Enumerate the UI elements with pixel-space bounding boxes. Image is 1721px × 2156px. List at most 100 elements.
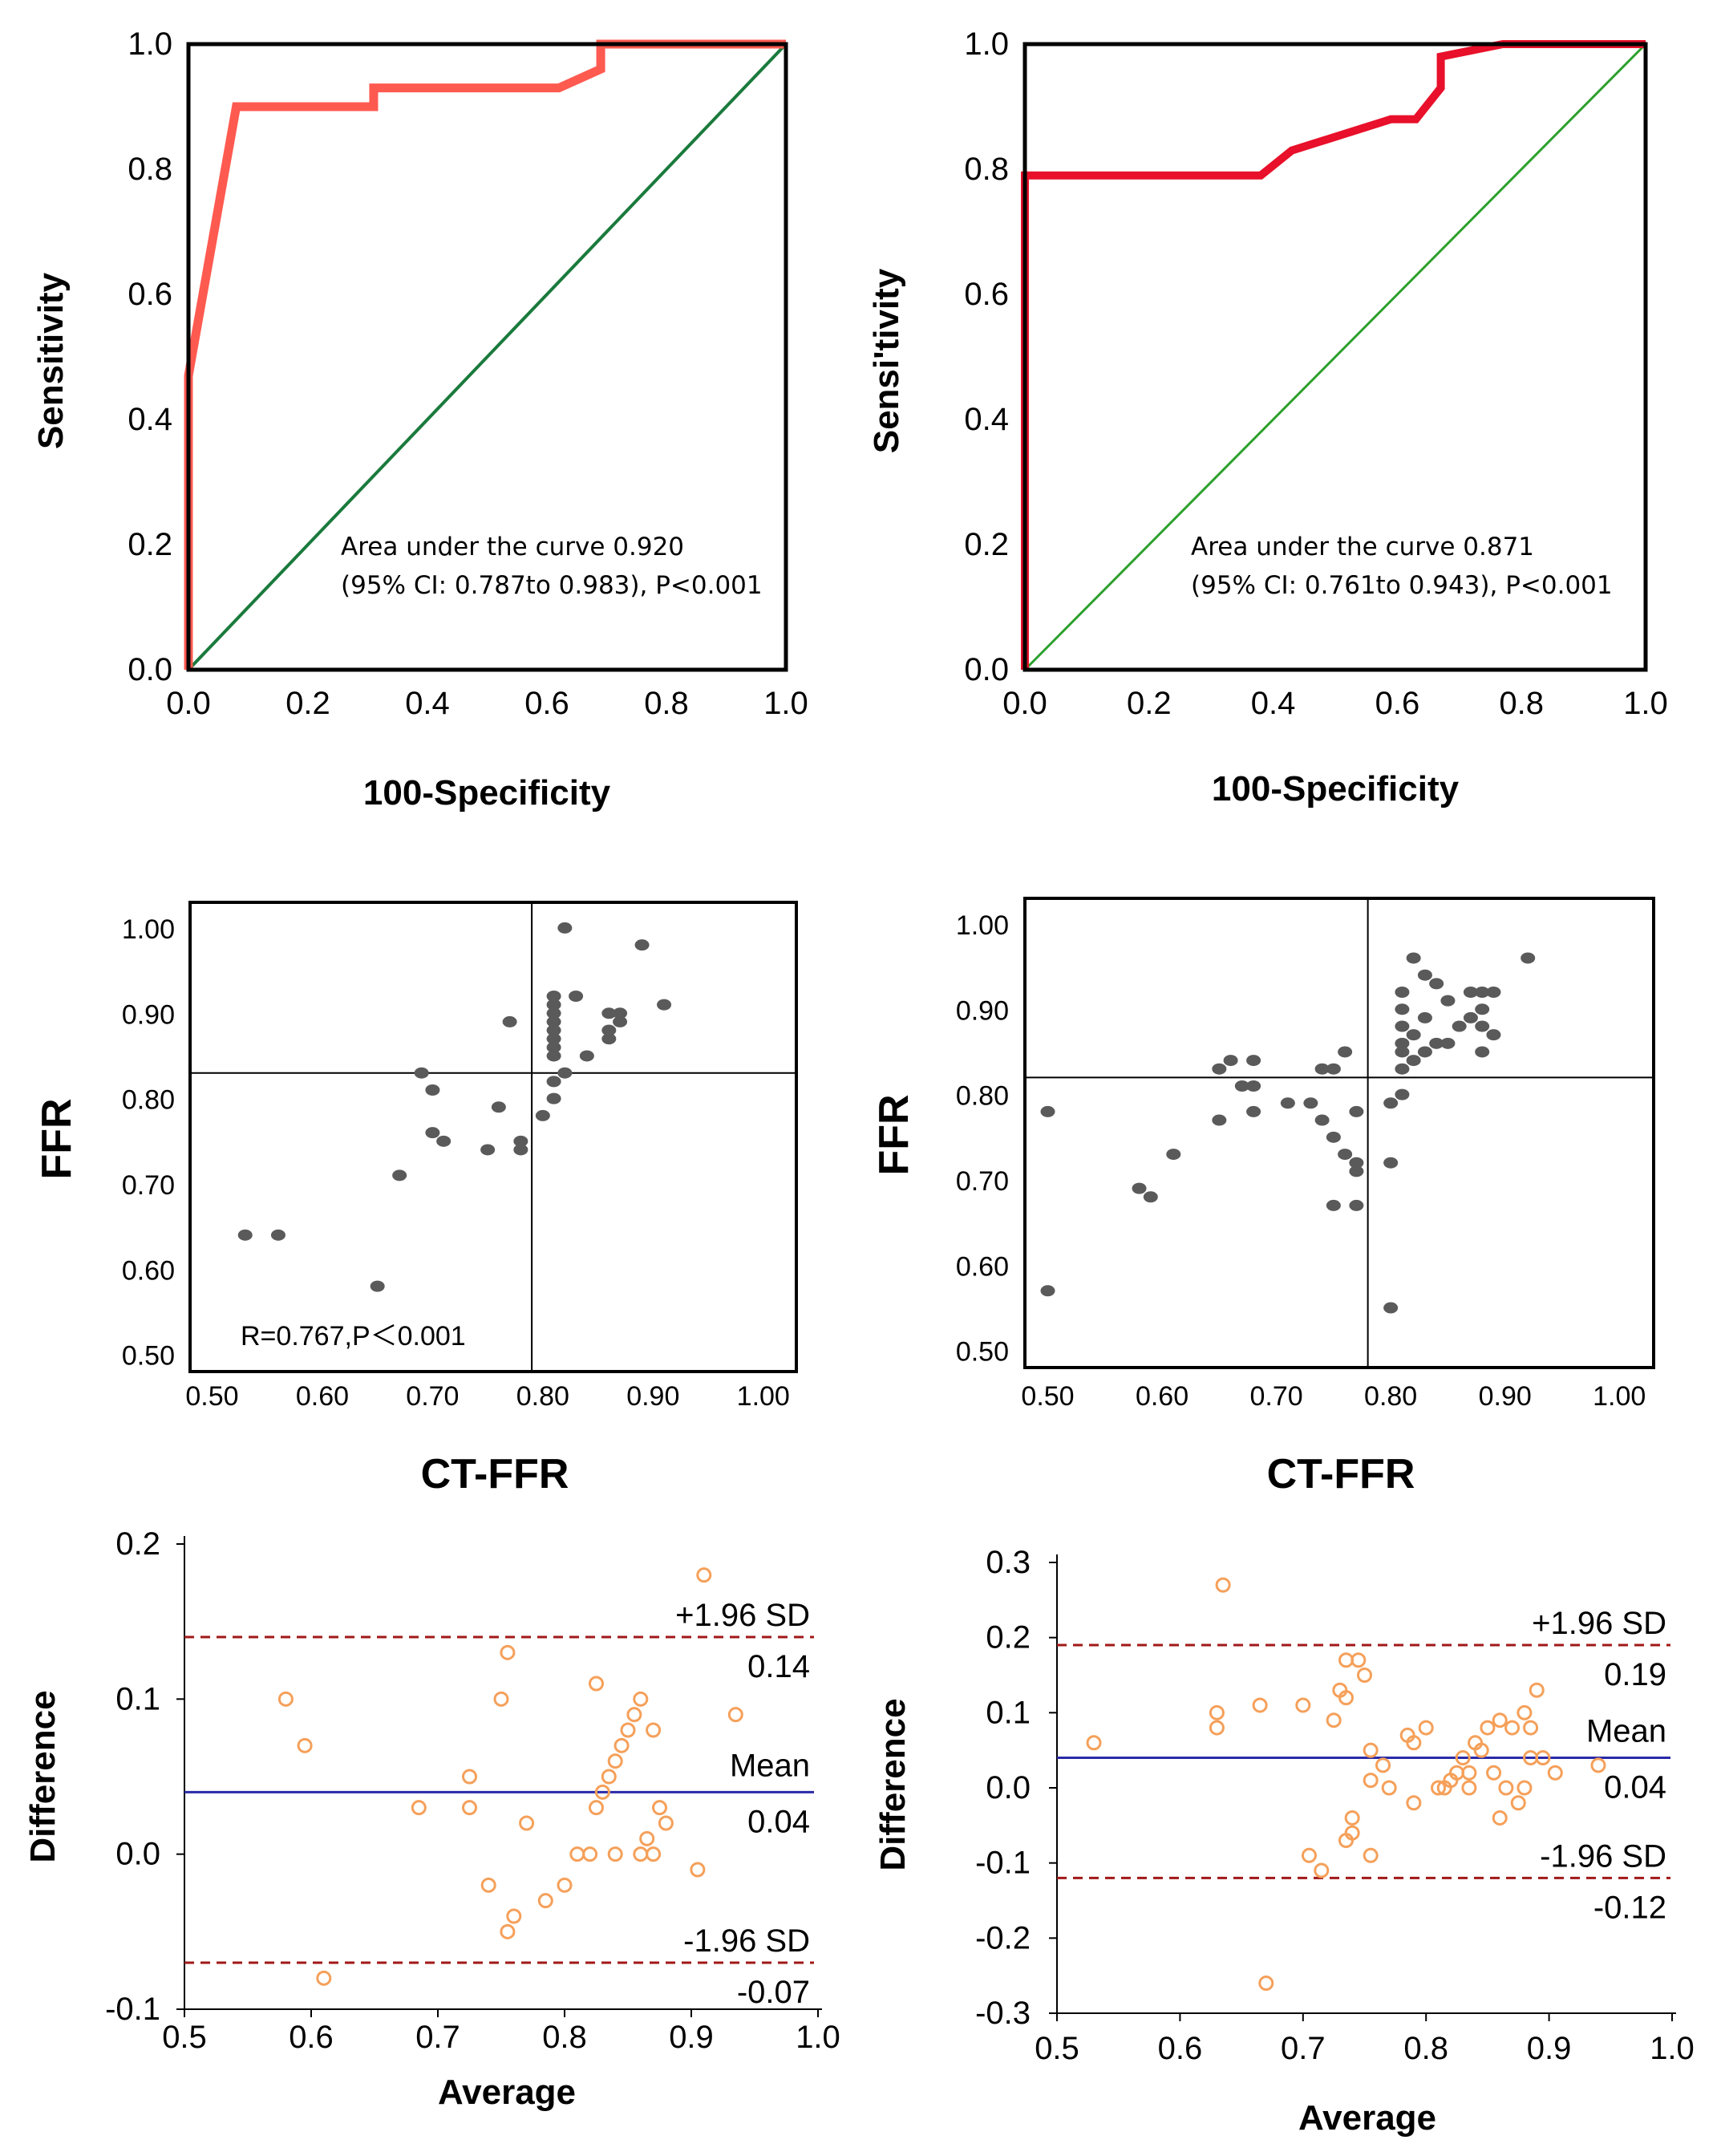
- x-tick-label: 0.8: [1403, 2031, 1448, 2066]
- auc-note: Area under the curve 0.871: [1191, 533, 1534, 561]
- data-point: [1517, 1780, 1533, 1796]
- data-point: [1429, 978, 1444, 990]
- mean-label: Mean: [1586, 1714, 1666, 1749]
- x-tick-label: 0.5: [162, 2020, 207, 2055]
- data-point: [626, 1707, 642, 1723]
- data-point: [462, 1769, 477, 1785]
- data-point: [1406, 952, 1421, 964]
- data-point: [1303, 1097, 1318, 1109]
- data-point: [1418, 1720, 1434, 1736]
- x-tick-label: 0.70: [406, 1381, 459, 1412]
- data-point: [1375, 1757, 1391, 1773]
- y-tick-label: 0.50: [122, 1341, 175, 1372]
- data-point: [594, 1784, 610, 1800]
- data-point: [1486, 1765, 1502, 1781]
- scatter-right-chart: 0.50 0.60 0.70 0.80 0.90 1.00 0.50 0.60 0.70 0.80…: [871, 897, 1655, 1497]
- data-point: [1395, 987, 1410, 998]
- data-point: [1252, 1697, 1268, 1713]
- data-point: [1363, 1847, 1379, 1863]
- y-tick-label: 0.2: [128, 527, 172, 562]
- data-point: [1258, 1976, 1274, 1992]
- y-tick-label: -0.1: [105, 1992, 160, 2027]
- y-tick-label: 0.3: [986, 1545, 1031, 1580]
- data-point: [297, 1737, 313, 1753]
- scatter-left-chart: 0.50 0.60 0.70 0.80 0.90 1.00 0.50 0.60 0.70 0.80…: [34, 901, 798, 1497]
- data-point: [1590, 1757, 1606, 1773]
- data-point: [1383, 1097, 1399, 1109]
- data-point: [546, 1041, 561, 1053]
- data-point: [1504, 1720, 1521, 1736]
- data-point: [1395, 1088, 1410, 1100]
- y-tick-label: 1.00: [122, 914, 175, 945]
- data-point: [1326, 1199, 1341, 1211]
- x-tick-label: 0.60: [296, 1381, 349, 1412]
- y-tick-label: 0.2: [115, 1526, 160, 1562]
- data-point: [557, 1877, 573, 1893]
- lower-limit-value: -0.07: [737, 1975, 810, 2010]
- data-point: [613, 1737, 630, 1753]
- x-tick-label: 0.8: [1499, 686, 1544, 721]
- y-tick-label: 0.60: [122, 1255, 175, 1286]
- data-point: [1280, 1097, 1295, 1109]
- data-point: [1383, 1302, 1399, 1314]
- data-point: [1314, 1862, 1330, 1878]
- data-point: [414, 1067, 429, 1079]
- reference-diagonal-line: [1023, 43, 1647, 671]
- data-point: [1395, 1046, 1410, 1058]
- data-point: [1440, 995, 1456, 1007]
- x-tick-label: 0.0: [1002, 686, 1047, 721]
- data-point: [639, 1830, 655, 1846]
- x-tick-label: 1.00: [1593, 1381, 1646, 1412]
- x-tick-label: 1.0: [796, 2020, 840, 2055]
- data-point: [513, 1144, 528, 1156]
- data-point: [436, 1135, 452, 1147]
- data-point: [502, 1015, 517, 1027]
- y-tick-label: 0.6: [964, 277, 1009, 312]
- data-point: [1486, 1029, 1501, 1041]
- data-point: [1510, 1795, 1526, 1811]
- data-point: [1406, 1795, 1422, 1811]
- data-point: [1246, 1105, 1261, 1117]
- upper-limit-value: 0.14: [747, 1649, 810, 1684]
- y-tick-label: 0.6: [128, 277, 172, 312]
- reference-diagonal-line: [187, 43, 788, 671]
- data-point: [546, 1092, 561, 1104]
- data-point: [1338, 1046, 1353, 1058]
- x-tick-label: 0.50: [1021, 1381, 1074, 1412]
- x-tick-label: 1.0: [1650, 2031, 1695, 2066]
- data-point: [1344, 1825, 1360, 1841]
- data-point: [1417, 1011, 1432, 1023]
- data-point: [1357, 1668, 1372, 1683]
- y-tick-label: 0.0: [986, 1770, 1031, 1805]
- data-point: [546, 1015, 561, 1027]
- y-tick-label: 0.80: [956, 1081, 1009, 1112]
- y-tick-label: 1.0: [128, 26, 172, 62]
- data-point: [1166, 1149, 1181, 1161]
- roc-right-chart: 0.0 0.2 0.4 0.6 0.8 1.0 0.0 0.2 0.4 0.6 0.8 1.0 100-…: [867, 26, 1668, 808]
- y-tick-label: 0.70: [122, 1170, 175, 1201]
- data-point: [1212, 1114, 1227, 1126]
- data-point: [1417, 1046, 1432, 1058]
- x-tick-label: 0.80: [516, 1381, 569, 1412]
- data-point: [1395, 1037, 1410, 1049]
- x-tick-label: 0.4: [405, 686, 450, 721]
- data-point: [579, 1050, 594, 1062]
- data-point: [506, 1908, 522, 1924]
- data-point: [1326, 1131, 1341, 1143]
- data-point: [1246, 1080, 1261, 1092]
- x-tick-label: 0.50: [185, 1381, 238, 1412]
- x-tick-label: 0.5: [1035, 2031, 1079, 2066]
- data-point: [1344, 1810, 1360, 1826]
- roc-left-chart: 0.0 0.2 0.4 0.6 0.8 1.0 0.0 0.2 0.4 0.6 0.8 1.0 100-…: [31, 26, 808, 813]
- x-tick-label: 0.0: [166, 686, 211, 721]
- y-tick-label: 0.0: [115, 1837, 160, 1872]
- data-point: [613, 1015, 628, 1027]
- data-point: [1349, 1157, 1364, 1169]
- plot-frame: [1023, 897, 1655, 1369]
- data-point: [1452, 1020, 1467, 1032]
- data-point: [500, 1923, 516, 1939]
- data-point: [535, 1109, 550, 1121]
- upper-limit-value: 0.19: [1604, 1657, 1666, 1692]
- data-point: [1338, 1690, 1354, 1706]
